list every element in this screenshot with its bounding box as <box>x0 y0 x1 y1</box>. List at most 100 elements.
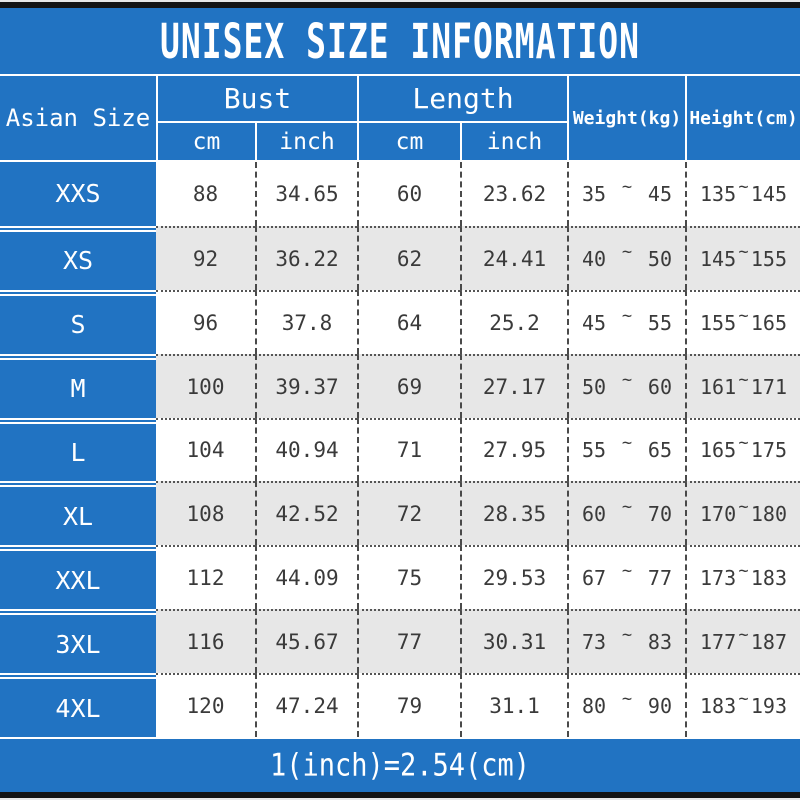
height-max: 175 <box>750 438 787 463</box>
size-label-cell: S <box>0 289 156 354</box>
height-max: 187 <box>750 630 787 655</box>
bust-cm-cell: 112 <box>156 545 255 610</box>
title-band: UNISEX SIZE INFORMATION <box>0 8 800 74</box>
tilde-separator: ~ <box>621 561 633 582</box>
length-inch-cell: 25.2 <box>460 289 567 354</box>
weight-range-cell: 67 ~ 77 <box>567 545 685 610</box>
length-inch-cell: 27.95 <box>460 417 567 482</box>
length-inch-cell: 23.62 <box>460 162 567 226</box>
size-label-cell: XXL <box>0 545 156 610</box>
height-min: 183 <box>700 694 737 719</box>
height-range-cell: 183 ~ 193 <box>685 673 800 737</box>
height-max: 145 <box>750 181 787 206</box>
header-bust-inch: inch <box>255 121 357 160</box>
height-range-cell: 161 ~ 171 <box>685 353 800 418</box>
table-row: XL 108 42.52 72 28.35 60 ~ 70 170 ~ 180 <box>0 481 800 546</box>
weight-min: 40 <box>582 246 607 271</box>
height-range-cell: 155 ~ 165 <box>685 289 800 354</box>
weight-max: 77 <box>647 566 672 591</box>
bust-inch-cell: 34.65 <box>255 162 357 226</box>
height-min: 145 <box>700 246 737 271</box>
tilde-separator: ~ <box>738 433 749 454</box>
size-label-cell: 4XL <box>0 673 156 737</box>
height-range-cell: 135 ~ 145 <box>685 162 800 226</box>
tilde-separator: ~ <box>738 561 749 582</box>
height-max: 183 <box>750 566 787 591</box>
length-inch-cell: 29.53 <box>460 545 567 610</box>
conversion-note: 1(inch)=2.54(cm) <box>269 747 531 784</box>
size-label-cell: M <box>0 353 156 418</box>
size-label-cell: XS <box>0 225 156 290</box>
height-min: 170 <box>700 502 737 527</box>
weight-range-cell: 80 ~ 90 <box>567 673 685 737</box>
height-max: 193 <box>750 694 787 719</box>
table-header: Asian Size Bust Length Weight(kg) Height… <box>0 74 800 162</box>
length-cm-cell: 69 <box>357 353 460 418</box>
tilde-separator: ~ <box>738 176 749 197</box>
height-range-cell: 145 ~ 155 <box>685 225 800 290</box>
table-row: M 100 39.37 69 27.17 50 ~ 60 161 ~ 171 <box>0 353 800 418</box>
weight-max: 65 <box>647 438 672 463</box>
table-row: XXS 88 34.65 60 23.62 35 ~ 45 135 ~ 145 <box>0 162 800 226</box>
table-row: XXL 112 44.09 75 29.53 67 ~ 77 173 ~ 183 <box>0 545 800 610</box>
bust-inch-cell: 45.67 <box>255 609 357 674</box>
tilde-separator: ~ <box>621 689 633 710</box>
table-body: XXS 88 34.65 60 23.62 35 ~ 45 135 ~ 145 … <box>0 162 800 737</box>
weight-min: 55 <box>582 438 607 463</box>
header-length-cm: cm <box>357 121 460 160</box>
weight-min: 60 <box>582 502 607 527</box>
bust-cm-cell: 96 <box>156 289 255 354</box>
length-cm-cell: 79 <box>357 673 460 737</box>
weight-max: 83 <box>647 630 672 655</box>
weight-range-cell: 35 ~ 45 <box>567 162 685 226</box>
length-inch-cell: 30.31 <box>460 609 567 674</box>
bottom-frame-bar <box>0 792 800 798</box>
length-cm-cell: 75 <box>357 545 460 610</box>
length-inch-cell: 28.35 <box>460 481 567 546</box>
size-label-cell: XXS <box>0 162 156 226</box>
table-row: XS 92 36.22 62 24.41 40 ~ 50 145 ~ 155 <box>0 225 800 290</box>
tilde-separator: ~ <box>738 497 749 518</box>
header-bust-group: Bust <box>156 76 357 121</box>
height-min: 155 <box>700 310 737 335</box>
header-length-inch: inch <box>460 121 567 160</box>
top-frame-bar <box>0 2 800 8</box>
table-row: 3XL 116 45.67 77 30.31 73 ~ 83 177 ~ 187 <box>0 609 800 674</box>
length-cm-cell: 64 <box>357 289 460 354</box>
bust-inch-cell: 37.8 <box>255 289 357 354</box>
weight-min: 73 <box>582 630 607 655</box>
weight-min: 50 <box>582 374 607 399</box>
tilde-separator: ~ <box>738 305 749 326</box>
bust-cm-cell: 100 <box>156 353 255 418</box>
page-title: UNISEX SIZE INFORMATION <box>160 12 640 70</box>
tilde-separator: ~ <box>738 689 749 710</box>
length-cm-cell: 60 <box>357 162 460 226</box>
header-length-group: Length <box>357 76 567 121</box>
tilde-separator: ~ <box>621 176 633 197</box>
tilde-separator: ~ <box>621 433 633 454</box>
height-range-cell: 170 ~ 180 <box>685 481 800 546</box>
weight-max: 50 <box>647 246 672 271</box>
bust-cm-cell: 92 <box>156 225 255 290</box>
height-max: 165 <box>750 310 787 335</box>
bust-inch-cell: 40.94 <box>255 417 357 482</box>
weight-range-cell: 40 ~ 50 <box>567 225 685 290</box>
weight-max: 70 <box>647 502 672 527</box>
header-asian-size: Asian Size <box>0 76 156 160</box>
table-row: L 104 40.94 71 27.95 55 ~ 65 165 ~ 175 <box>0 417 800 482</box>
bust-cm-cell: 116 <box>156 609 255 674</box>
tilde-separator: ~ <box>621 241 633 262</box>
bust-inch-cell: 42.52 <box>255 481 357 546</box>
length-cm-cell: 72 <box>357 481 460 546</box>
size-label-cell: 3XL <box>0 609 156 674</box>
tilde-separator: ~ <box>621 305 633 326</box>
length-cm-cell: 62 <box>357 225 460 290</box>
height-min: 165 <box>700 438 737 463</box>
weight-max: 45 <box>647 181 672 206</box>
bust-cm-cell: 120 <box>156 673 255 737</box>
bust-cm-cell: 88 <box>156 162 255 226</box>
weight-min: 80 <box>582 694 607 719</box>
tilde-separator: ~ <box>621 497 633 518</box>
length-cm-cell: 71 <box>357 417 460 482</box>
